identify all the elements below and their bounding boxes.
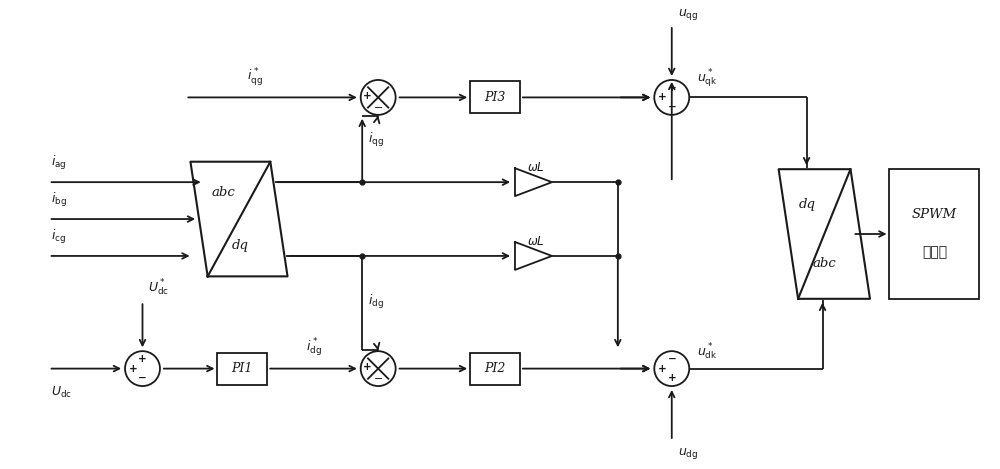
- Text: −: −: [373, 103, 383, 113]
- Text: $i_{\rm qg}$: $i_{\rm qg}$: [368, 131, 384, 149]
- Text: +: +: [138, 354, 147, 364]
- Text: $u_{\rm qg}$: $u_{\rm qg}$: [678, 7, 698, 22]
- Text: $u^*_{\rm dk}$: $u^*_{\rm dk}$: [697, 341, 718, 362]
- Text: +: +: [667, 373, 676, 383]
- Text: $U_{\rm dc}$: $U_{\rm dc}$: [51, 385, 72, 400]
- Text: $\omega L$: $\omega L$: [527, 161, 545, 174]
- Text: $\omega L$: $\omega L$: [527, 235, 545, 248]
- Text: PI1: PI1: [232, 362, 253, 375]
- Text: dq: dq: [232, 240, 249, 252]
- Bar: [889, 169, 979, 299]
- Text: $i^*_{\rm qg}$: $i^*_{\rm qg}$: [247, 67, 263, 89]
- Text: $U^*_{\rm dc}$: $U^*_{\rm dc}$: [148, 278, 169, 298]
- Bar: [470, 353, 520, 385]
- Text: −: −: [667, 354, 676, 364]
- Text: PI2: PI2: [484, 362, 506, 375]
- Text: $i_{\rm ag}$: $i_{\rm ag}$: [51, 154, 66, 172]
- Text: PI3: PI3: [484, 91, 506, 104]
- Text: $i_{\rm dg}$: $i_{\rm dg}$: [368, 293, 384, 311]
- Text: +: +: [363, 91, 372, 101]
- Text: −: −: [667, 102, 676, 112]
- Bar: [470, 82, 520, 113]
- Text: $i^*_{\rm dg}$: $i^*_{\rm dg}$: [306, 336, 322, 359]
- Text: +: +: [658, 92, 667, 102]
- Text: abc: abc: [813, 257, 836, 271]
- Text: 逆变器: 逆变器: [922, 245, 947, 259]
- Text: $u^*_{\rm qk}$: $u^*_{\rm qk}$: [697, 68, 718, 91]
- Text: $u_{\rm dg}$: $u_{\rm dg}$: [678, 446, 698, 461]
- Text: +: +: [667, 83, 676, 93]
- Text: −: −: [138, 373, 147, 383]
- Text: $i_{\rm bg}$: $i_{\rm bg}$: [51, 191, 66, 209]
- Text: +: +: [658, 363, 667, 374]
- Text: +: +: [363, 362, 372, 372]
- Text: SPWM: SPWM: [912, 208, 957, 220]
- Text: −: −: [373, 374, 383, 385]
- Bar: [217, 353, 267, 385]
- Text: $i_{\rm cg}$: $i_{\rm cg}$: [51, 228, 66, 246]
- Text: abc: abc: [212, 186, 235, 199]
- Text: +: +: [129, 363, 137, 374]
- Text: dq: dq: [799, 197, 816, 211]
